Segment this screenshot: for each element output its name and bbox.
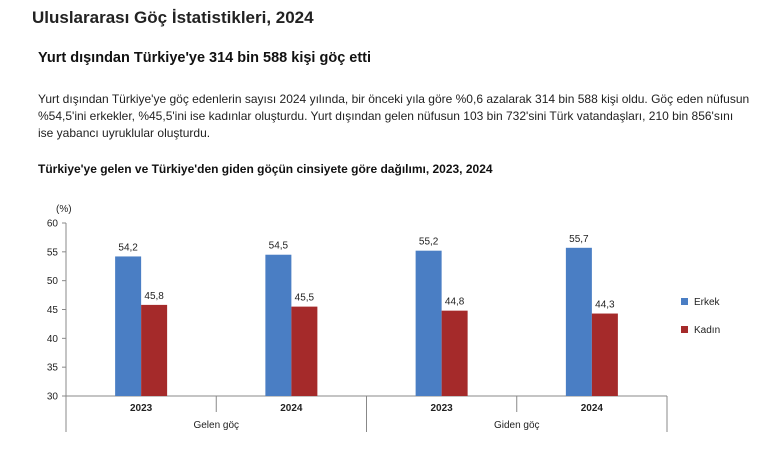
- data-label: 45,8: [144, 291, 164, 302]
- y-axis-unit: (%): [56, 204, 72, 215]
- page-title: Uluslararası Göç İstatistikleri, 2024: [32, 8, 314, 27]
- bar-kadın: [291, 306, 318, 396]
- bar-erkek: [265, 254, 292, 396]
- y-tick-label: 50: [47, 276, 59, 287]
- x-group-label: Gelen göç: [193, 420, 239, 431]
- bar-kadın: [441, 310, 468, 396]
- legend-swatch-erkek: [681, 298, 688, 305]
- y-tick-label: 55: [47, 247, 59, 258]
- bar-erkek: [115, 256, 142, 396]
- y-tick-label: 40: [47, 334, 59, 345]
- data-label: 44,8: [445, 297, 465, 308]
- x-category-label: 2023: [431, 403, 454, 414]
- body-paragraph: Yurt dışından Türkiye'ye göç edenlerin s…: [38, 92, 750, 140]
- bar-kadın: [141, 304, 168, 396]
- y-tick-label: 45: [47, 305, 59, 316]
- x-category-label: 2023: [130, 403, 153, 414]
- data-label: 45,5: [295, 293, 315, 304]
- legend-label-erkek: Erkek: [694, 297, 721, 308]
- bar-kadın: [591, 313, 618, 396]
- data-label: 55,2: [419, 237, 439, 248]
- data-label: 44,3: [595, 300, 615, 311]
- data-label: 55,7: [569, 234, 589, 245]
- chart-title: Türkiye'ye gelen ve Türkiye'den giden gö…: [38, 162, 493, 176]
- legend-label-kadın: Kadın: [694, 325, 720, 336]
- bar-erkek: [415, 250, 442, 396]
- y-tick-label: 35: [47, 363, 59, 374]
- legend-swatch-kadın: [681, 326, 688, 333]
- y-tick-label: 30: [47, 392, 59, 403]
- x-group-label: Giden göç: [494, 420, 540, 431]
- data-label: 54,2: [118, 242, 138, 253]
- headline: Yurt dışından Türkiye'ye 314 bin 588 kiş…: [38, 50, 372, 66]
- bar-erkek: [565, 247, 592, 396]
- data-label: 54,5: [269, 241, 289, 252]
- x-category-label: 2024: [280, 403, 303, 414]
- x-category-label: 2024: [581, 403, 604, 414]
- y-tick-label: 60: [47, 219, 59, 230]
